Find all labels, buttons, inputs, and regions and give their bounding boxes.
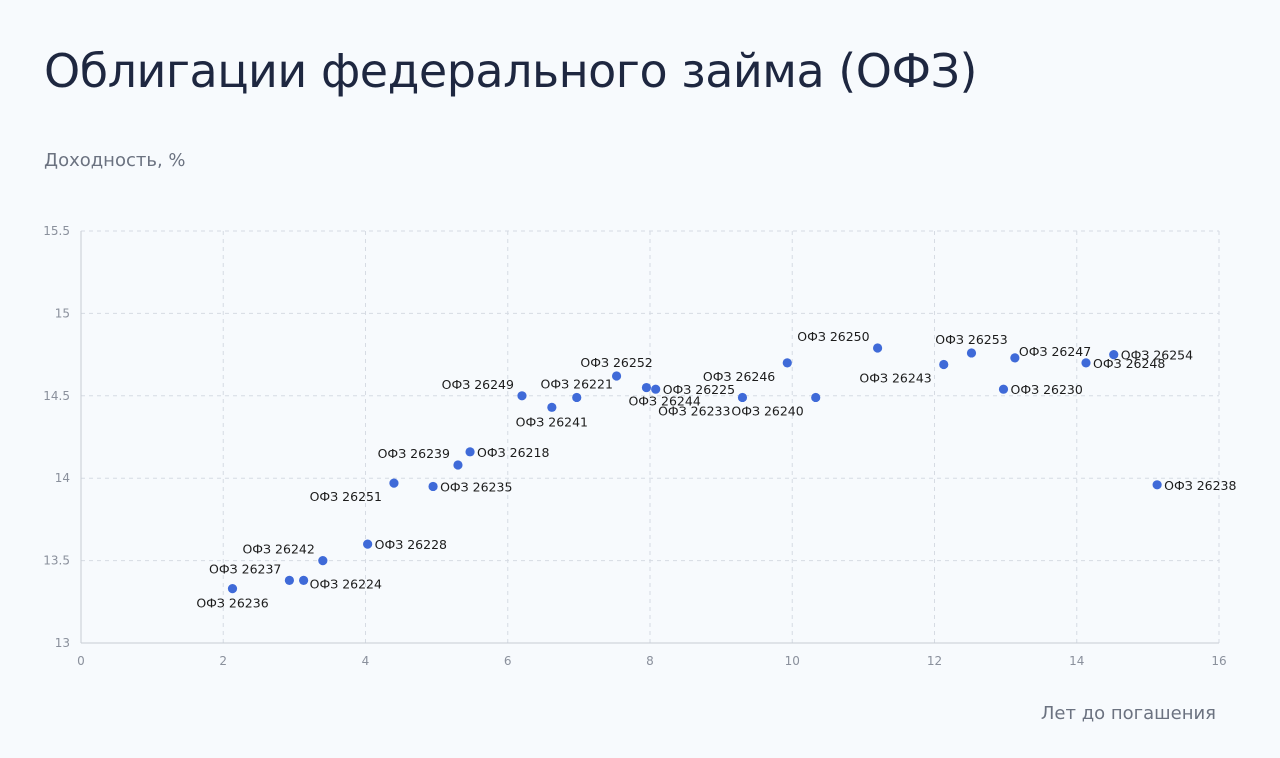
data-point-label: ОФЗ 26247 (1019, 344, 1091, 359)
data-point (389, 478, 399, 488)
data-point (572, 392, 582, 403)
y-tick-label: 14.5 (43, 389, 70, 403)
data-point-label: ОФЗ 26233 (658, 403, 730, 418)
data-point (998, 384, 1009, 394)
x-tick-label: 0 (77, 654, 85, 668)
x-tick-label: 2 (219, 654, 227, 668)
data-point (737, 392, 748, 403)
data-point (939, 359, 949, 370)
x-axis-label: Лет до погашения (1040, 703, 1216, 724)
x-tick-label: 4 (362, 654, 370, 668)
x-tick-label: 14 (1069, 654, 1084, 668)
y-tick-label: 13.5 (43, 554, 70, 568)
data-point-label: ОФЗ 26242 (242, 542, 314, 557)
data-point (284, 575, 294, 585)
data-point-label: ОФЗ 26221 (541, 376, 613, 391)
y-axis-label: Доходность, % (44, 150, 186, 171)
data-point (453, 460, 463, 470)
data-point (1081, 358, 1091, 368)
data-point (1010, 353, 1020, 363)
data-point-label: ОФЗ 26238 (1164, 478, 1236, 493)
data-point-label: ОФЗ 26241 (516, 414, 588, 429)
y-tick-label: 15.5 (43, 224, 70, 238)
data-point-label: ОФЗ 26240 (731, 403, 803, 418)
data-point (811, 392, 821, 403)
data-point-label: ОФЗ 26224 (310, 576, 382, 591)
data-point-label: ОФЗ 26239 (378, 446, 450, 461)
data-point-label: ОФЗ 26249 (442, 377, 514, 392)
x-tick-label: 8 (646, 654, 654, 668)
x-tick-label: 6 (504, 654, 512, 668)
data-point-label: ОФЗ 26235 (440, 479, 512, 494)
data-point (651, 384, 661, 394)
data-point-label: ОФЗ 26252 (580, 355, 652, 370)
data-point (363, 539, 373, 549)
data-point-label: ОФЗ 26248 (1093, 356, 1165, 371)
data-point-label: ОФЗ 26228 (375, 537, 447, 552)
data-point-label: ОФЗ 26236 (196, 596, 268, 611)
data-point (318, 556, 328, 566)
data-point-label: ОФЗ 26244 (628, 394, 700, 409)
data-point-label: ОФЗ 26237 (209, 561, 281, 576)
y-tick-label: 13 (55, 636, 70, 650)
data-point-label: ОФЗ 26218 (477, 445, 549, 460)
y-tick-label: 15 (55, 306, 70, 320)
data-point (227, 584, 238, 594)
data-point-label: ОФЗ 26230 (1010, 382, 1082, 397)
data-point (966, 348, 977, 358)
data-point (782, 358, 792, 368)
data-point-label: ОФЗ 26246 (703, 369, 775, 384)
data-point-label: ОФЗ 26243 (859, 370, 931, 385)
x-tick-label: 16 (1211, 654, 1226, 668)
data-point (465, 447, 475, 457)
data-point (1152, 480, 1162, 490)
x-tick-label: 12 (927, 654, 942, 668)
data-point (299, 575, 309, 585)
data-point-label: ОФЗ 26251 (310, 489, 382, 504)
data-point (611, 371, 622, 381)
data-point-label: ОФЗ 26254 (1121, 348, 1193, 363)
x-tick-label: 10 (785, 654, 800, 668)
data-point (547, 402, 557, 412)
data-point (1109, 350, 1119, 360)
data-point (517, 391, 527, 401)
page-title: Облигации федерального займа (ОФЗ) (44, 44, 978, 98)
data-point-label: ОФЗ 26253 (935, 332, 1007, 347)
data-point (428, 481, 438, 492)
data-point-label: ОФЗ 26225 (663, 382, 735, 397)
data-point (873, 343, 883, 353)
data-point-label: ОФЗ 26250 (797, 329, 869, 344)
data-point (641, 382, 652, 393)
y-tick-label: 14 (55, 471, 70, 485)
